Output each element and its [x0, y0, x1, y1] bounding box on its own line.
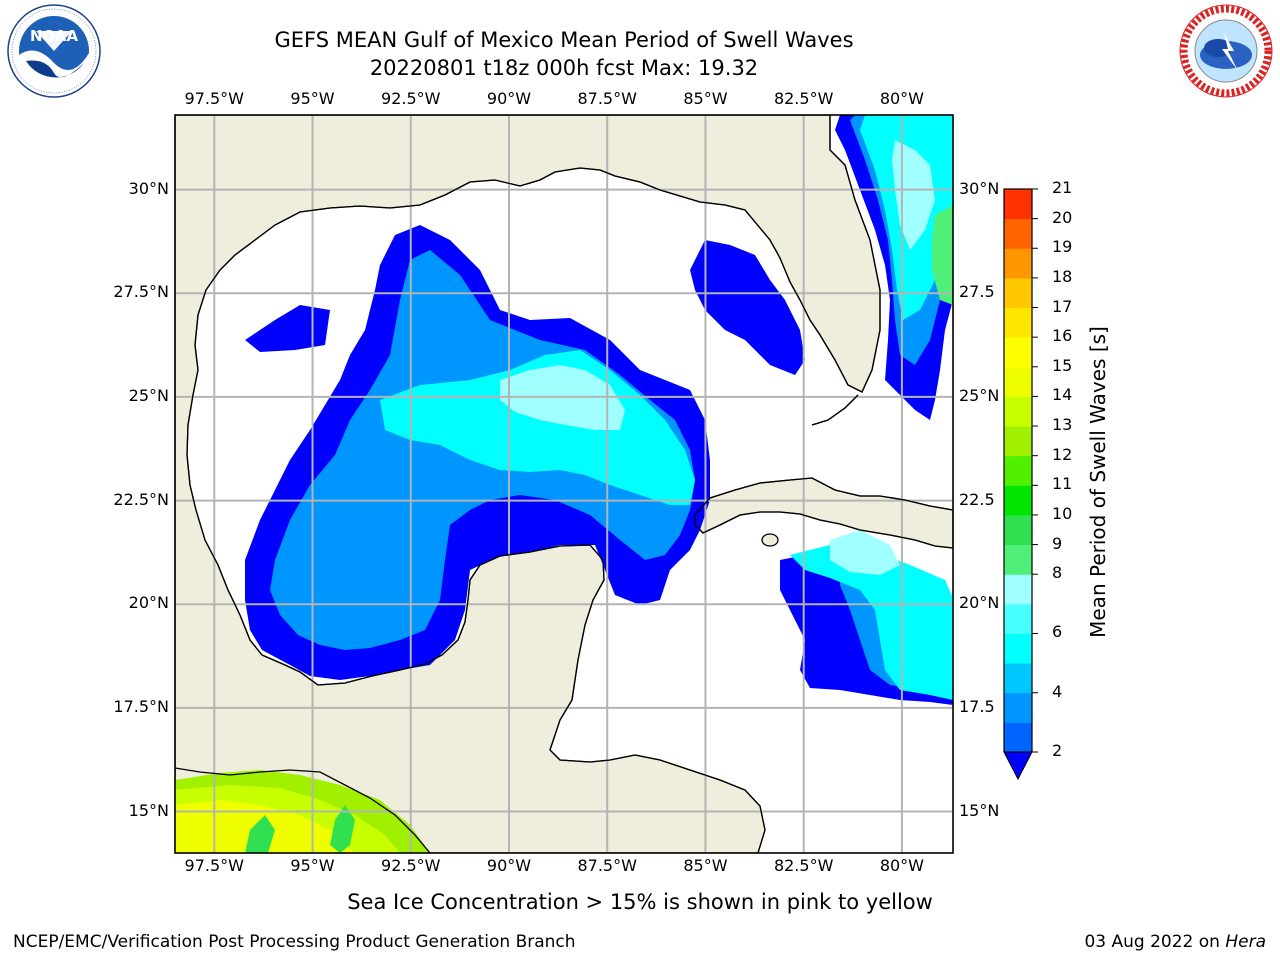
colorbar-extend-min [1003, 751, 1033, 781]
lon-tick-bottom: 82.5°W [773, 856, 834, 875]
lon-tick-bottom: 85°W [683, 856, 728, 875]
map-frame [174, 114, 954, 854]
pacific-11s-b [330, 805, 355, 853]
colorbar-axis-label: Mean Period of Swell Waves [s] [1086, 326, 1110, 638]
colorbar-segment [1004, 663, 1032, 694]
colorbar-segment [1004, 692, 1032, 723]
colorbar-segment [1004, 574, 1032, 605]
colorbar-segment [1004, 455, 1032, 486]
colorbar-tick-label: 14 [1052, 385, 1073, 405]
credit-producer: NCEP/EMC/Verification Post Processing Pr… [13, 932, 576, 952]
colorbar-segment [1004, 218, 1032, 249]
colorbar-segment [1004, 633, 1032, 664]
lat-tick-left: 25°N [128, 385, 169, 405]
colorbar-tick-label: 9 [1052, 533, 1063, 553]
contour-2s-w [245, 305, 330, 352]
noaa-logo: NOAA [7, 4, 101, 98]
graticule [175, 115, 953, 853]
lon-tick-top: 92.5°W [381, 89, 441, 108]
credit-date: 03 Aug 2022 on Hera [1084, 932, 1266, 952]
svg-text:NOAA: NOAA [30, 27, 79, 45]
lon-tick-top: 90°W [486, 89, 532, 108]
contour-6s-carib [790, 545, 953, 700]
lon-tick-top: 80°W [879, 89, 924, 108]
credit-date-text: 03 Aug 2022 on [1084, 932, 1226, 952]
lat-tick-left: 15°N [128, 800, 169, 820]
colorbar-tick-label: 16 [1052, 326, 1073, 346]
coastlines [175, 115, 953, 853]
colorbar-segment [1004, 277, 1032, 309]
nws-logo [1179, 4, 1273, 98]
lat-tick-right: 15°N [959, 800, 1000, 820]
contour-8s-carib [830, 530, 900, 575]
colorbar-segment [1004, 485, 1032, 516]
lon-tick-bottom: 97.5°W [184, 856, 244, 875]
colorbar-segment [1004, 544, 1032, 575]
map-title: GEFS MEAN Gulf of Mexico Mean Period of … [0, 26, 1128, 82]
lat-tick-right: 17.5 [959, 696, 995, 716]
lat-tick-left: 17.5°N [113, 696, 169, 716]
lat-tick-right: 27.5 [959, 282, 995, 302]
colorbar-tick-label: 17 [1052, 296, 1073, 316]
contour-9s-atlantic [932, 205, 953, 305]
title-line-1: GEFS MEAN Gulf of Mexico Mean Period of … [274, 28, 854, 52]
lon-tick-bottom: 87.5°W [577, 856, 637, 875]
lon-tick-bottom: 90°W [486, 856, 532, 875]
lon-tick-top: 85°W [683, 89, 728, 108]
colorbar-tick-label: 19 [1052, 237, 1073, 257]
colorbar-tick-label: 20 [1052, 207, 1073, 227]
colorbar-tick-label: 8 [1052, 563, 1063, 583]
colorbar-tick-label: 13 [1052, 415, 1073, 435]
colorbar-tick-label: 18 [1052, 266, 1073, 286]
map-area [175, 115, 953, 853]
lon-tick-bottom: 95°W [290, 856, 335, 875]
colorbar-segment [1004, 396, 1032, 427]
lat-tick-right: 20°N [959, 593, 1000, 613]
lon-tick-bottom: 80°W [879, 856, 924, 875]
colorbar-segment [1004, 189, 1032, 220]
colorbar-tick-label: 15 [1052, 355, 1073, 375]
colorbar-tick-label: 4 [1052, 681, 1063, 701]
colorbar-tick-label: 6 [1052, 622, 1063, 642]
lon-tick-top: 87.5°W [577, 89, 637, 108]
credit-host: Hera [1225, 932, 1266, 952]
lat-tick-right: 22.5 [959, 489, 995, 509]
colorbar-tick-label: 2 [1052, 741, 1063, 760]
colorbar-tick-label: 12 [1052, 444, 1073, 464]
lat-tick-right: 25°N [959, 385, 1000, 405]
lon-tick-top: 82.5°W [773, 89, 834, 108]
colorbar-segment [1004, 337, 1032, 368]
contour-6s [380, 350, 695, 505]
contour-2s-ne [690, 240, 805, 375]
colorbar-segment [1004, 307, 1032, 338]
lat-tick-left: 22.5°N [113, 489, 169, 509]
colorbar-segment [1004, 514, 1032, 546]
lat-tick-right: 30°N [959, 178, 1000, 198]
lat-tick-left: 27.5°N [113, 282, 169, 302]
land-isle-of-youth [761, 533, 779, 547]
lon-tick-bottom: 92.5°W [381, 856, 441, 875]
lon-tick-top: 95°W [290, 89, 335, 108]
colorbar-segment [1004, 603, 1032, 634]
colorbar-tick-label: 11 [1052, 474, 1073, 494]
colorbar-tick-label: 10 [1052, 503, 1073, 523]
lon-tick-top: 97.5°W [184, 89, 244, 108]
title-line-2: 20220801 t18z 000h fcst Max: 19.32 [369, 56, 759, 80]
colorbar-segment [1004, 426, 1032, 457]
colorbar-tick-label: 21 [1052, 178, 1073, 197]
colorbar-outline [1003, 188, 1033, 753]
lat-tick-left: 30°N [128, 178, 169, 198]
swell-period-field [175, 115, 953, 853]
colorbar-segment [1004, 248, 1032, 279]
pacific-11s [245, 815, 275, 853]
lat-tick-left: 20°N [128, 593, 169, 613]
colorbar-segment [1004, 722, 1032, 753]
colorbar-segment [1004, 366, 1032, 397]
colorbar [1003, 188, 1038, 781]
sea-ice-note: Sea Ice Concentration > 15% is shown in … [347, 890, 933, 914]
